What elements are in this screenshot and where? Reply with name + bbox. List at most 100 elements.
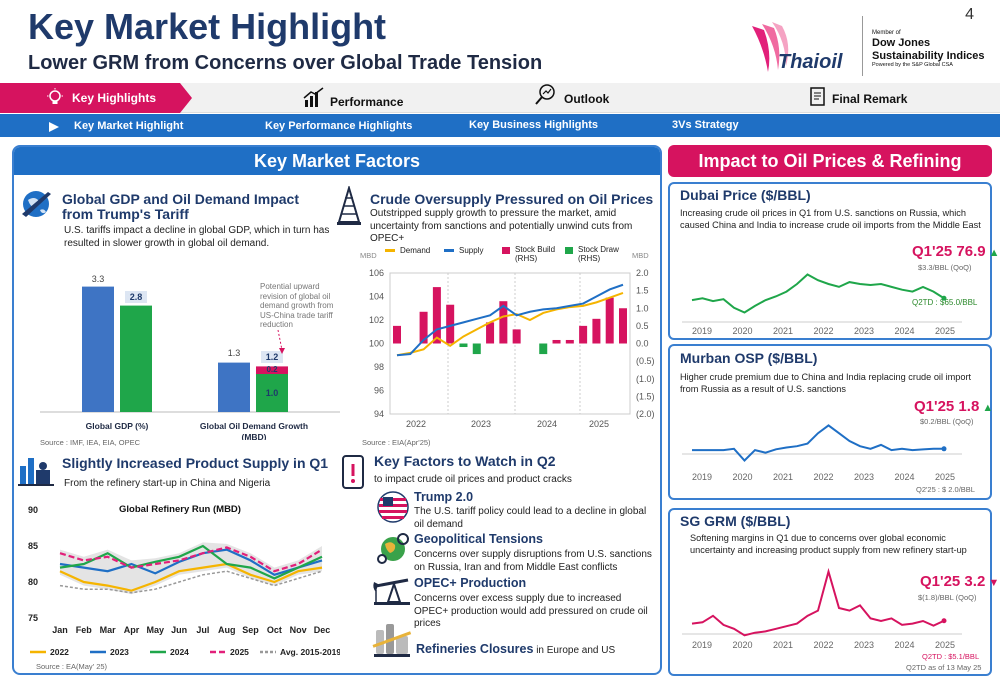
y-right-tick: 1.5 [636, 286, 649, 296]
refinery-icon [18, 452, 54, 491]
factor-trump-title: Trump 2.0 [414, 490, 474, 504]
legend-build: Stock Build [515, 245, 555, 254]
gdp-section-title: Global GDP and Oil Demand Impact from Tr… [62, 191, 300, 223]
x-tick: Nov [290, 625, 307, 635]
bar-oil-demand-addition [256, 366, 288, 374]
label-gdp-current: 2.8 [130, 292, 143, 302]
magnifier-chart-icon [534, 83, 558, 112]
factor-opec-title: OPEC+ Production [414, 576, 527, 590]
x-tick: Feb [76, 625, 93, 635]
tab-outlook[interactable]: Outlook [564, 92, 610, 106]
page-number: 4 [965, 6, 974, 23]
stock-build-bar [579, 325, 588, 344]
murban-change: $0.2/BBL (QoQ) [920, 417, 974, 426]
page-subtitle: Lower GRM from Concerns over Global Trad… [28, 52, 543, 74]
x-tick: Jun [171, 625, 187, 635]
x-tick-2025: 2025 [589, 419, 609, 429]
refinery-lines [59, 544, 323, 594]
y-right-tick: 0.5 [636, 321, 649, 331]
factor-trump-text: The U.S. tariff policy could lead to a d… [414, 506, 647, 530]
lightbulb-icon [44, 87, 66, 114]
dubai-change: $3.3/BBL (QoQ) [918, 263, 972, 272]
document-icon [808, 86, 828, 113]
series-line-2022 [59, 562, 323, 592]
grm-x-ticks: 2019 2020 2021 2022 2023 2024 2025 [692, 640, 955, 650]
x-tick: May [147, 625, 165, 635]
grm-price: Q1'25 3.2 ▼ [920, 573, 999, 590]
x-tick: 2023 [854, 326, 874, 336]
sub-nav [0, 114, 1000, 137]
dj-name2: Sustainability Indices [872, 49, 985, 62]
subtab-key-business-highlights[interactable]: Key Business Highlights [469, 119, 598, 131]
dubai-text: Increasing crude oil prices in Q1 from U… [680, 208, 981, 230]
x-tick-2024: 2024 [537, 419, 557, 429]
factor-closures-title: Refineries Closures [416, 642, 534, 656]
grm-q2td: Q2TD : $5.1/BBL [922, 652, 980, 661]
stock-build-bar [565, 339, 574, 344]
x-label-oil: Global Oil Demand Growth [200, 421, 308, 431]
oversupply-source: Source : EIA(Apr'25) [362, 438, 431, 447]
legend-supply-swatch [444, 249, 454, 252]
y-left-tick: 106 [369, 268, 384, 278]
dj-badge: Member of Dow Jones Sustainability Indic… [872, 30, 984, 68]
x-tick: 2020 [732, 640, 752, 650]
tab-performance[interactable]: Performance [330, 95, 404, 109]
grm-margin-line [691, 567, 945, 637]
x-tick: Apr [124, 625, 140, 635]
grm-title: SG GRM ($/BBL) [680, 513, 791, 529]
oversupply-text: Outstripped supply growth to pressure th… [370, 208, 633, 244]
x-label-oil-unit: (MBD) [241, 432, 266, 440]
dj-member: Member of [872, 30, 901, 36]
last-point [941, 295, 947, 301]
legend-draw-rhs: (RHS) [578, 254, 601, 263]
dubai-title: Dubai Price ($/BBL) [680, 187, 811, 203]
tab-key-highlights[interactable]: Key Highlights [72, 91, 157, 105]
refinery-legend: 2022 2023 2024 2025 Avg. 2015-2019 [30, 647, 340, 657]
label-bg [125, 291, 147, 303]
bar-oil-demand-prev [218, 362, 250, 412]
stock-build-bar [419, 311, 428, 344]
legend-supply: Supply [459, 246, 483, 255]
legend-label: 2024 [170, 647, 189, 657]
tab-key-highlights-bg[interactable] [0, 83, 192, 113]
subtab-key-performance-highlights[interactable]: Key Performance Highlights [265, 120, 413, 132]
bar-gdp-2025-prev [82, 286, 114, 412]
impact-header: Impact to Oil Prices & Refining Margin [668, 145, 992, 203]
stock-build-bar [486, 322, 495, 344]
y-right-tick: 1.0 [636, 303, 649, 313]
x-tick: 2019 [692, 326, 712, 336]
stock-build-bar [592, 318, 601, 344]
dubai-x-ticks: 2019 2020 2021 2022 2023 2024 2025 [692, 326, 955, 336]
tab-final-remark[interactable]: Final Remark [832, 92, 908, 106]
globe-plane-icon [18, 186, 54, 227]
legend-build-rhs: (RHS) [515, 254, 538, 263]
murban-price: Q1'25 1.8 ▲ [914, 398, 993, 415]
dubai-q2td: Q2TD : $65.0/BBL [912, 298, 978, 307]
grm-panel [668, 508, 992, 676]
oil-rig-icon [334, 184, 364, 231]
subtab-key-market-highlight[interactable]: Key Market Highlight [74, 120, 184, 132]
stock-build-bar [432, 287, 441, 344]
x-tick: 2021 [773, 326, 793, 336]
murban-title: Murban OSP ($/BBL) [680, 350, 818, 366]
subtab-3vs-strategy[interactable]: 3Vs Strategy [672, 119, 739, 131]
x-tick: 2023 [854, 640, 874, 650]
y-left-ticks: 106 104 102 100 98 96 94 [369, 268, 384, 419]
x-tick: Aug [218, 625, 236, 635]
stock-build-bar [552, 339, 561, 344]
stock-bars [393, 287, 627, 355]
last-point [941, 446, 947, 452]
demand-line [396, 292, 624, 357]
y-left-tick: 104 [369, 292, 384, 302]
x-tick: 2024 [894, 326, 914, 336]
series-line-2024 [59, 544, 323, 580]
brand-text: Thaioil [778, 51, 843, 73]
y-right-tick: (1.5) [636, 391, 655, 401]
x-tick: 2019 [692, 640, 712, 650]
key-market-factors-header: Key Market Factors [14, 147, 660, 175]
grm-asof: Q2TD as of 13 May 25 [906, 663, 982, 672]
us-flag-icon [376, 490, 410, 529]
stock-draw-bar [472, 343, 481, 355]
murban-text: Higher crude premium due to China and In… [680, 372, 972, 394]
refinery-closure-icon [372, 620, 412, 663]
